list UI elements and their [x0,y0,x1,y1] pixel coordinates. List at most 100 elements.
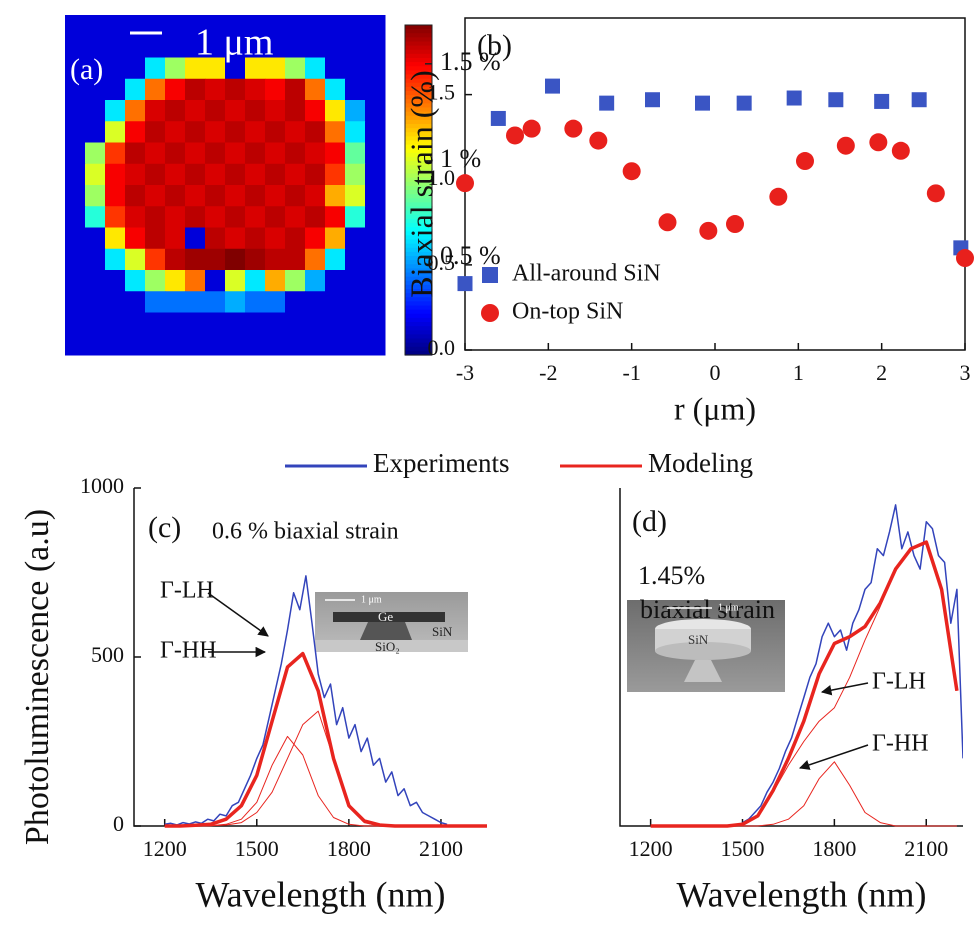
heatmap-cell [165,121,186,143]
heatmap-cell [105,312,126,335]
heatmap-cell [65,291,86,313]
heatmap-cell [205,163,226,186]
panel-label: (d) [632,505,667,538]
heatmap-cell [325,312,346,335]
colorbar-segment [405,301,432,307]
heatmap-cell [345,36,366,58]
heatmap-cell [285,142,306,165]
colorbar-segment [405,152,432,158]
heatmap-cell [145,36,166,58]
scale-bar-label: 1 μm [195,22,273,64]
heatmap-cell [245,248,266,271]
heatmap-cell [145,185,166,207]
heatmap-cell [225,206,246,228]
colorbar-segment [405,33,432,38]
colorbar-segment [405,169,432,175]
heatmap-cell [345,248,366,271]
heatmap-cell [125,142,146,165]
legend-label: On-top SiN [512,299,623,325]
heatmap-cell [305,206,326,228]
heatmap-cell [65,57,86,80]
heatmap-cell [285,333,306,356]
colorbar-segment [405,239,432,245]
colorbar-segment [405,247,432,253]
heatmap-cell [305,100,326,122]
colorbar-segment [405,99,432,104]
heatmap-cell [305,15,326,37]
colorbar-segment [405,342,432,348]
heatmap-cell [365,206,386,228]
heatmap-cell [365,100,386,122]
inset-c [315,592,468,652]
heatmap-cell [165,291,186,313]
heatmap-cell [245,15,266,37]
colorbar-segment [405,284,432,290]
heatmap-cell [125,36,146,58]
heatmap-cell [145,15,166,37]
annotation-arrow [207,592,269,637]
x-tick-label: 1 [793,360,804,385]
heatmap-cell [225,227,246,250]
heatmap-cell [305,78,326,101]
heatmap-cell [285,185,306,207]
colorbar-segment [405,95,432,100]
colorbar-tick-label: 1.5 % [440,47,501,76]
point [796,152,814,171]
heatmap-cell [265,291,286,313]
panel-label: (c) [148,511,181,544]
colorbar-segment [405,111,432,117]
colorbar-segment [405,268,432,274]
heatmap-cell [245,206,266,228]
heatmap-cell [65,248,86,271]
heatmap-cell [325,57,346,80]
colorbar-segment [405,235,432,241]
colorbar-segment [405,309,432,315]
heatmap-cell [265,142,286,165]
heatmap-cell [145,248,166,271]
heatmap-cell [345,206,366,228]
colorbar-segment [405,107,432,113]
inset-label: SiO₂ [375,639,400,654]
heatmap-cell [105,248,126,271]
point [589,131,608,150]
inset-label: SiN [688,632,709,647]
heatmap-cell [85,291,106,313]
heatmap-cell [85,36,106,58]
heatmap-cell [225,57,246,80]
y-tick-label: 1.5 [428,80,456,105]
heatmap-cell [205,15,226,37]
colorbar-segment [405,82,432,88]
colorbar-segment [405,78,432,84]
colorbar-segment [405,173,432,179]
heatmap-cell [165,78,186,101]
heatmap-cell [65,163,86,186]
colorbar-segment [405,223,432,228]
colorbar-segment [405,264,432,269]
heatmap-cell [125,291,146,313]
annotation-arrow [820,682,869,696]
heatmap-cell [345,291,366,313]
heatmap-cell [345,270,366,292]
heatmap-cell [345,163,366,186]
plot-area [164,575,487,828]
x-tick-label: -2 [539,360,557,385]
heatmap-cell [345,185,366,207]
colorbar-segment [405,185,432,191]
colorbar-segment [405,198,432,203]
heatmap-cell [285,227,306,250]
heatmap-cell [85,333,106,356]
heatmap-cell [365,248,386,271]
heatmap-cell [185,227,206,250]
heatmap-cell [105,291,126,313]
heatmap-cell [165,206,186,228]
heatmap-cell [285,248,306,271]
x-tick-label: -3 [456,360,474,385]
heatmap-cell [265,312,286,335]
heatmap-cell [285,291,306,313]
heatmap-cell [85,100,106,122]
point [736,95,752,111]
point [828,92,844,108]
x-tick-label: 1500 [721,836,765,861]
colorbar-segment [405,119,432,125]
